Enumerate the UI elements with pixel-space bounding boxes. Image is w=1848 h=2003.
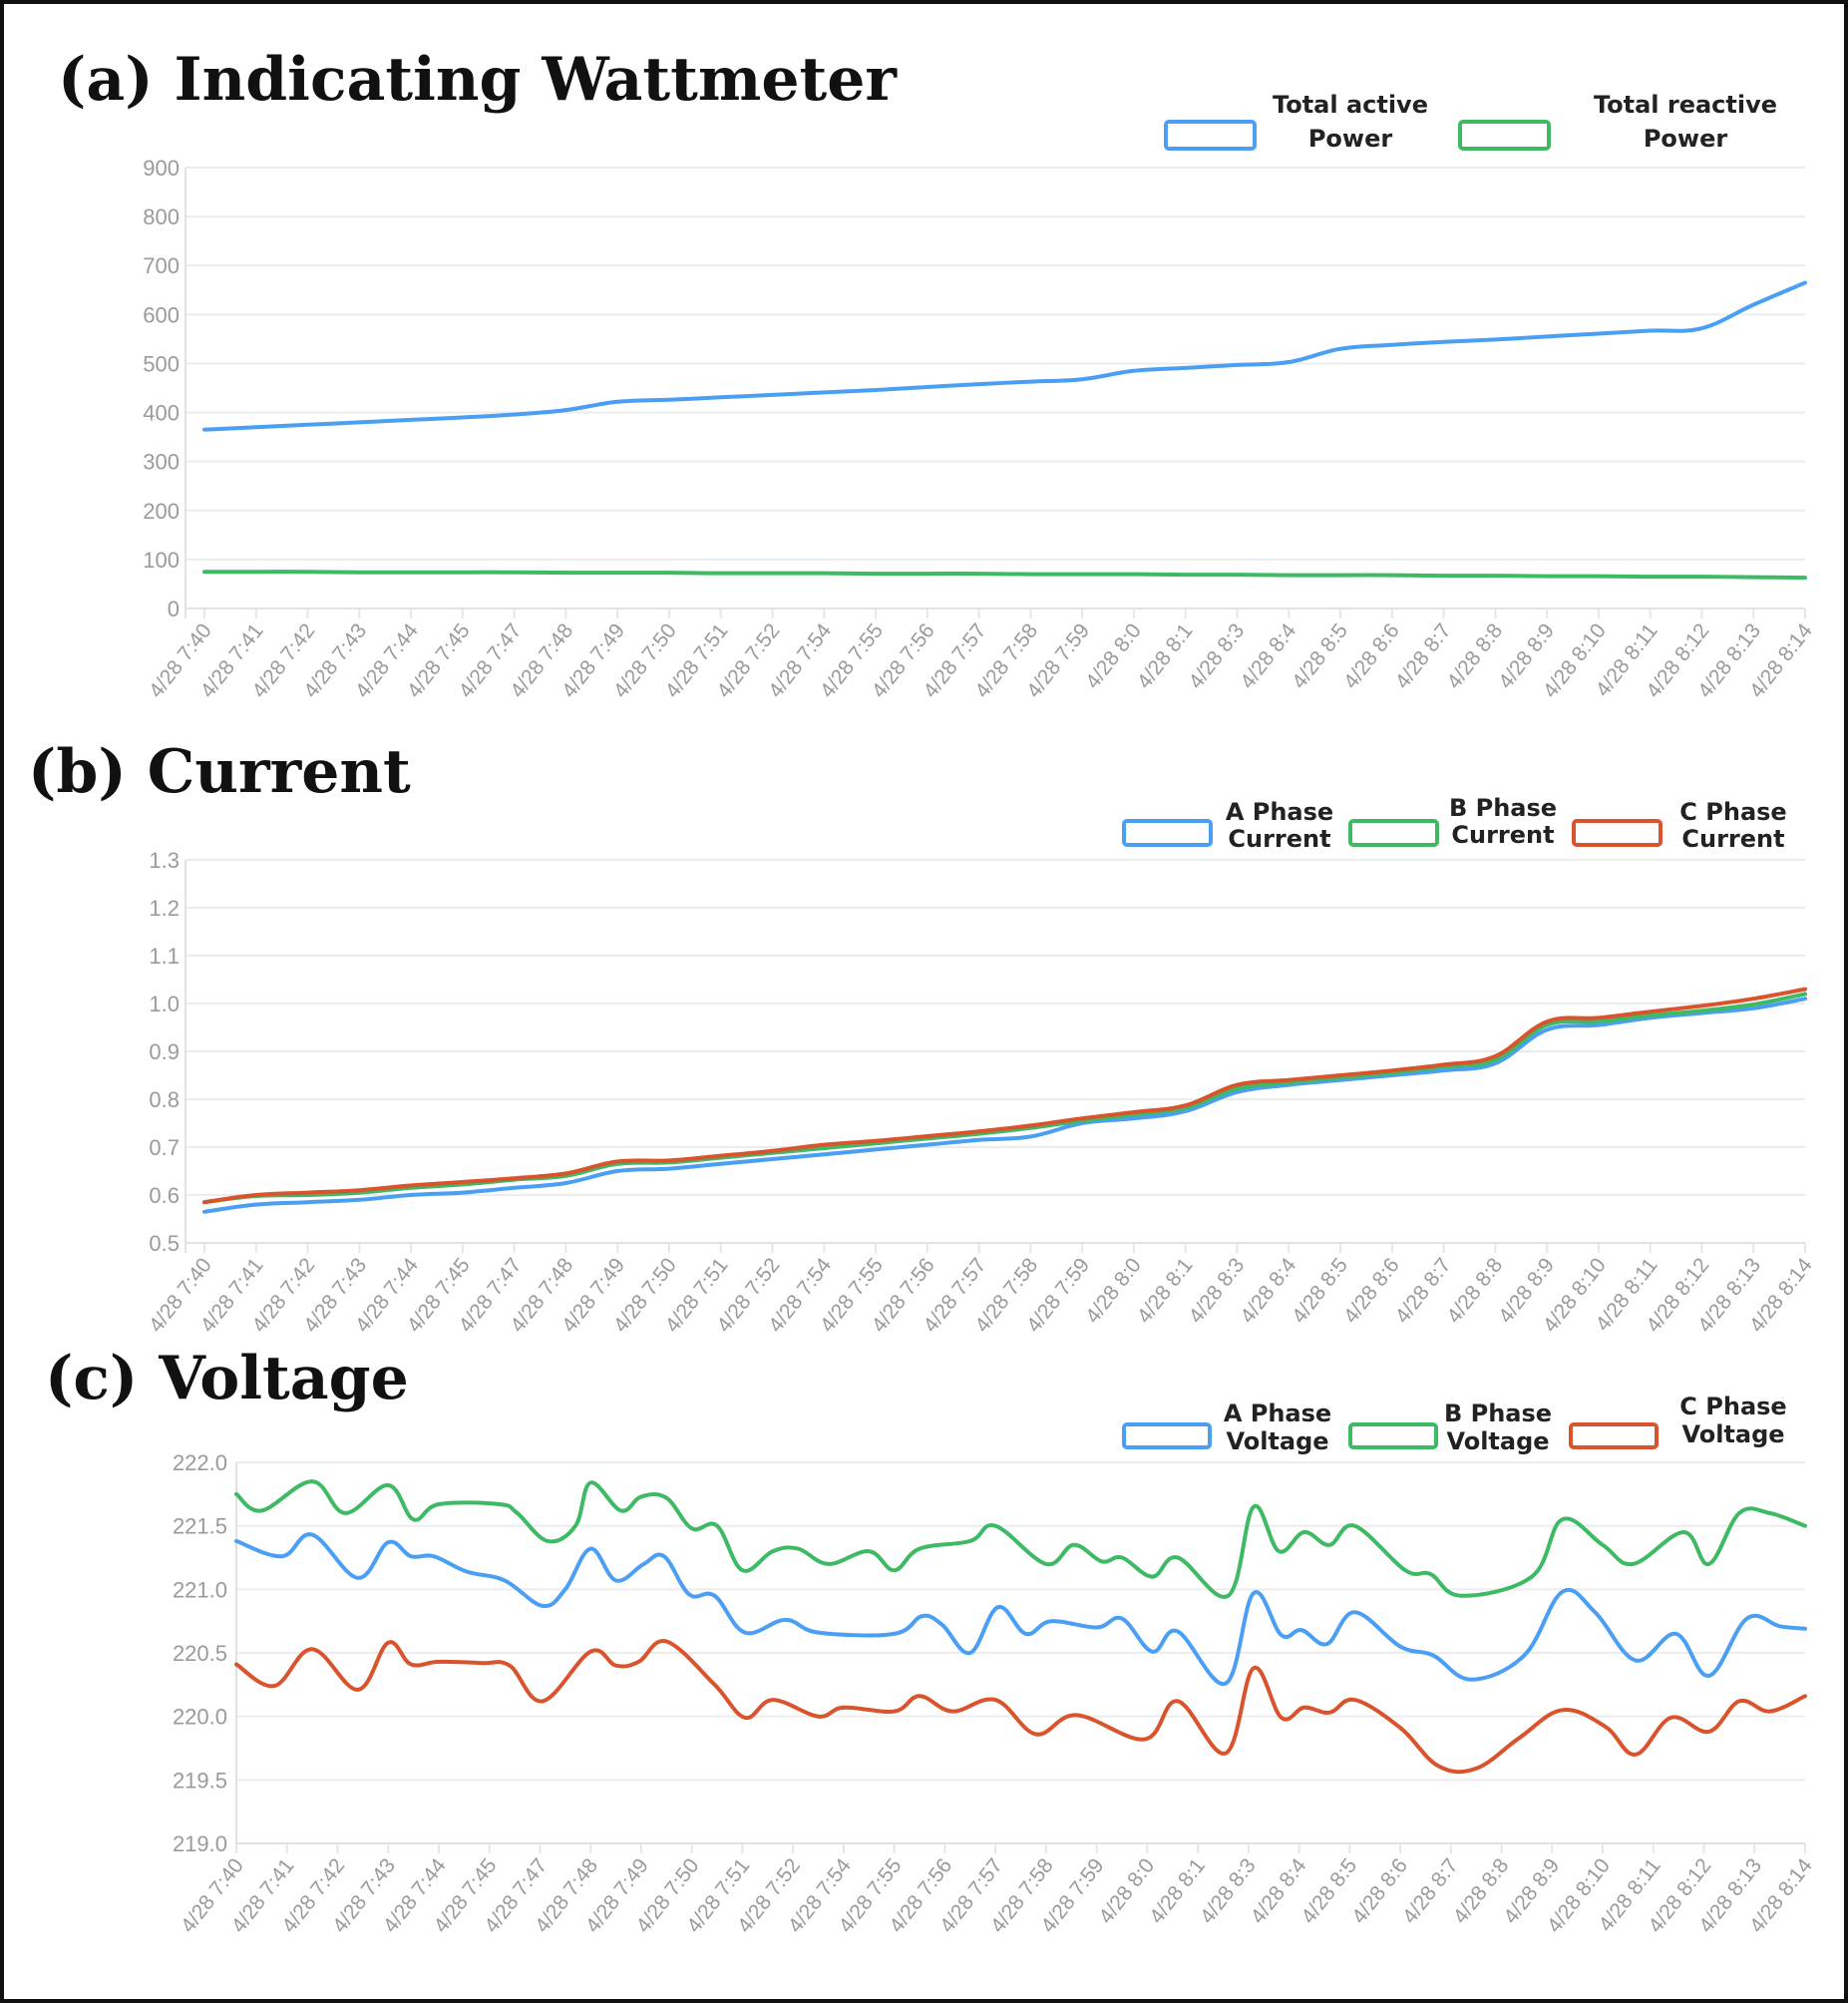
legend-label: Total reactive	[1594, 91, 1777, 119]
chart-title: (c) Voltage	[45, 1344, 409, 1413]
legend-label: Voltage	[1446, 1427, 1549, 1455]
y-tick-label: 900	[143, 156, 180, 181]
y-tick-label: 0.8	[149, 1087, 180, 1112]
series-line-2	[202, 992, 1807, 1205]
legend-label: Power	[1644, 125, 1728, 153]
series-line-1	[202, 997, 1807, 1214]
y-tick-label: 700	[143, 253, 180, 278]
current-chart: (b) Current 0.50.60.70.80.91.01.11.21.34…	[28, 737, 1817, 1337]
y-tick-label: 600	[143, 302, 180, 327]
y-tick-label: 500	[143, 351, 180, 376]
legend-label: Current	[1681, 825, 1784, 853]
y-tick-label: 219.0	[173, 1831, 227, 1856]
y-tick-label: 300	[143, 450, 180, 475]
y-tick-label: 1.0	[149, 992, 180, 1016]
y-tick-label: 1.1	[149, 944, 180, 969]
legend-label: Voltage	[1681, 1420, 1784, 1448]
legend-label: Current	[1228, 825, 1330, 853]
series-line-2	[234, 1479, 1807, 1599]
series-line-1	[202, 280, 1807, 432]
y-tick-label: 0.9	[149, 1039, 180, 1064]
series-line-3	[234, 1639, 1807, 1775]
legend-label: B Phase	[1444, 1400, 1552, 1427]
y-tick-label: 1.3	[149, 848, 180, 873]
legend-swatch	[1122, 1422, 1212, 1449]
y-tick-label: 219.5	[173, 1768, 227, 1793]
legend-swatch	[1164, 120, 1257, 151]
y-tick-label: 220.0	[173, 1705, 227, 1730]
legend-swatch	[1348, 1422, 1438, 1449]
legend-label: A Phase	[1226, 798, 1333, 826]
legend-label: C Phase	[1679, 798, 1786, 826]
legend-swatch	[1569, 1422, 1659, 1449]
voltage-chart: (c) Voltage 219.0 219.5 220.0 220.5 221.0 221…	[45, 1344, 1817, 1937]
y-tick-label: 200	[143, 499, 180, 524]
y-tick-label: 0.5	[149, 1231, 180, 1256]
chart-title: (b) Current	[28, 737, 411, 807]
legend-label: Power	[1308, 125, 1393, 153]
y-tick-label: 800	[143, 204, 180, 229]
legend-label: Total active	[1273, 91, 1428, 119]
legend-swatch	[1348, 819, 1439, 847]
legend-label: Current	[1451, 821, 1554, 849]
y-tick-label: 222.0	[173, 1450, 227, 1475]
legend-label: Voltage	[1226, 1427, 1328, 1455]
chart-title: (a) Indicating Wattmeter	[58, 45, 898, 115]
series-line-3	[202, 987, 1807, 1205]
legend-label: A Phase	[1224, 1400, 1331, 1427]
legend-label: B Phase	[1449, 794, 1557, 822]
y-tick-label: 0.7	[149, 1135, 180, 1160]
y-tick-label: 221.5	[173, 1514, 227, 1539]
y-tick-label: 100	[143, 548, 180, 573]
y-tick-label: 1.2	[149, 896, 180, 921]
wattmeter-chart: (a) Indicating Wattmeter 0 100 200 300 400 50…	[58, 45, 1817, 702]
y-tick-label: 221.0	[173, 1577, 227, 1602]
series-line-1	[234, 1532, 1807, 1686]
series-line-2	[202, 570, 1807, 581]
y-tick-label: 220.5	[173, 1641, 227, 1666]
y-tick-label: 0	[168, 597, 180, 621]
y-tick-label: 400	[143, 401, 180, 426]
legend-swatch	[1458, 120, 1551, 151]
legend-swatch	[1572, 819, 1663, 847]
legend-label: C Phase	[1679, 1393, 1786, 1420]
legend-swatch	[1122, 819, 1213, 847]
y-tick-label: 0.6	[149, 1183, 180, 1208]
